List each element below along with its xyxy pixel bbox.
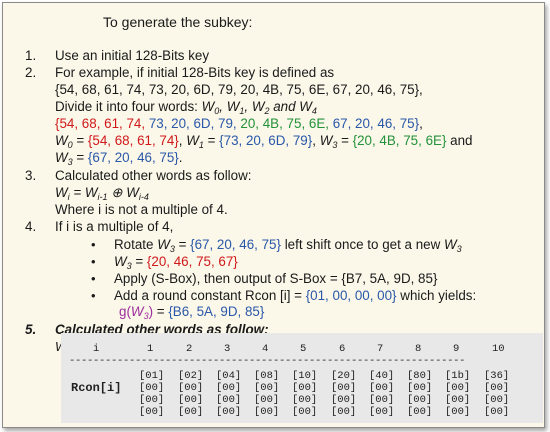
bullet-icon: • (91, 271, 96, 286)
bullet-icon: • (91, 237, 96, 252)
bullet-icon: • (91, 288, 96, 303)
table-cell: [00] (178, 394, 204, 406)
table-cell: [00] (369, 394, 395, 406)
content-card: To generate the subkey: 1. Use an initia… (2, 2, 545, 428)
table-col-header: 7 (377, 343, 384, 355)
table-cell: [00] (484, 394, 510, 406)
table-cell: [80] (407, 370, 433, 382)
step-2-number: 2. (25, 65, 37, 80)
step-2-line1: For example, if initial 128-Bits key is … (55, 65, 335, 80)
table-cell: [00] (292, 382, 318, 394)
rotated-w3: {20, 46, 75, 67} (146, 254, 238, 269)
key-word-3: 67, 20, 46, 75 (328, 116, 415, 131)
table-cell: [00] (484, 406, 510, 418)
g-w3-result: g(W3) = {B6, 5A, 9D, 85} (119, 304, 265, 321)
table-cell: [00] (445, 394, 471, 406)
table-cell: [04] (216, 370, 242, 382)
rcon-label: Rcon[i] (71, 381, 122, 395)
bullet-rcon: Add a round constant Rcon [i] = {01, 00,… (114, 288, 476, 304)
table-cell: [00] (369, 382, 395, 394)
divide-line: Divide it into four words: W0, W1, W2 an… (55, 99, 317, 116)
step-1-text: Use an initial 128-Bits key (55, 48, 210, 63)
table-cell: [00] (216, 394, 242, 406)
table-cell: [00] (139, 406, 165, 418)
table-cell: [00] (254, 394, 280, 406)
table-col-header: 2 (186, 343, 193, 355)
table-cell: [00] (254, 382, 280, 394)
gw3-value: {B6, 5A, 9D, 85} (168, 304, 265, 319)
table-col-header: 1 (147, 343, 154, 355)
table-cell: [00] (407, 394, 433, 406)
table-divider: ----------------------------------------… (69, 355, 466, 367)
w1-value: {73, 20, 6D, 79} (219, 133, 313, 148)
table-cell: [00] (216, 382, 242, 394)
bullet-rotate: Rotate W3 = {67, 20, 46, 75} left shift … (114, 237, 462, 254)
table-cell: [02] (178, 370, 204, 382)
colored-key-bytes: {54, 68, 61, 74, 73, 20, 6D, 79, 20, 4B,… (55, 116, 423, 131)
table-cell: [00] (369, 406, 395, 418)
table-cell: [36] (484, 370, 510, 382)
table-cell: [01] (139, 370, 165, 382)
bullet-new-w3: W3 = {20, 46, 75, 67} (114, 254, 238, 271)
rcon-table: i 1 2 3 4 5 6 7 8 9 10 --------------------------… (61, 333, 543, 423)
w0-value: {54, 68, 61, 74} (87, 133, 179, 148)
table-col-header: 8 (415, 343, 422, 355)
table-cell: [00] (139, 394, 165, 406)
table-cell: [00] (445, 406, 471, 418)
table-col-header: 10 (492, 343, 505, 355)
table-cell: [00] (216, 406, 242, 418)
key-word-2: 20, 4B, 75, 6E, (236, 116, 329, 131)
table-cell: [08] (254, 370, 280, 382)
table-cell: [20] (331, 370, 357, 382)
step-4-text: If i is a multiple of 4, (55, 219, 174, 234)
table-cell: [10] (292, 370, 318, 382)
rcon-value: {01, 00, 00, 00} (305, 288, 397, 303)
table-cell: [00] (292, 406, 318, 418)
step-3-number: 3. (25, 168, 37, 183)
bullet-icon: • (91, 254, 96, 269)
key-bytes: {54, 68, 61, 74, 73, 20, 6D, 79, 20, 4B,… (55, 82, 423, 97)
step-5-number: 5. (25, 322, 37, 337)
key-word-1: 73, 20, 6D, 79, (145, 116, 237, 131)
table-cell: [00] (407, 406, 433, 418)
table-cell: [00] (407, 382, 433, 394)
table-cell: [00] (445, 382, 471, 394)
table-cell: [40] (369, 370, 395, 382)
table-cell: [00] (331, 382, 357, 394)
divide-text: Divide it into four words: (55, 99, 198, 114)
words-w3: W3 = {67, 20, 46, 75}. (55, 150, 183, 167)
table-col-header: 9 (453, 343, 460, 355)
w3-value: {67, 20, 46, 75} (87, 150, 179, 165)
step-1-number: 1. (25, 48, 37, 63)
table-col-header: 4 (262, 343, 269, 355)
step-4-number: 4. (25, 219, 37, 234)
key-word-0: {54, 68, 61, 74, (55, 116, 146, 131)
table-cell: [00] (331, 406, 357, 418)
table-cell: [00] (484, 382, 510, 394)
words-w0-w2: W0 = {54, 68, 61, 74}, W1 = {73, 20, 6D,… (55, 133, 473, 150)
table-cell: [00] (139, 382, 165, 394)
table-cell: [1b] (445, 370, 471, 382)
table-cell: [00] (178, 406, 204, 418)
table-cell: [00] (254, 406, 280, 418)
rcon-tail: which yields: (396, 288, 477, 303)
table-col-header: 3 (224, 343, 231, 355)
bullet-sbox: Apply (S-Box), then output of S-Box = {B… (114, 271, 438, 286)
table-col-header: 6 (339, 343, 346, 355)
rcon-text: Add a round constant Rcon [i] = (114, 288, 306, 303)
formula-wi: Wi = Wi-1 ⊕ Wi-4 (55, 185, 149, 202)
table-cell: [00] (331, 394, 357, 406)
table-col-header: 5 (300, 343, 307, 355)
table-cell: [00] (178, 382, 204, 394)
table-i-label: i (93, 343, 100, 355)
table-cell: [00] (292, 394, 318, 406)
page-title: To generate the subkey: (103, 14, 253, 30)
w2-value: {20, 4B, 75, 6E} (352, 133, 447, 148)
step-3-text: Calculated other words as follow: (55, 168, 252, 183)
step-3-note: Where i is not a multiple of 4. (55, 202, 228, 217)
